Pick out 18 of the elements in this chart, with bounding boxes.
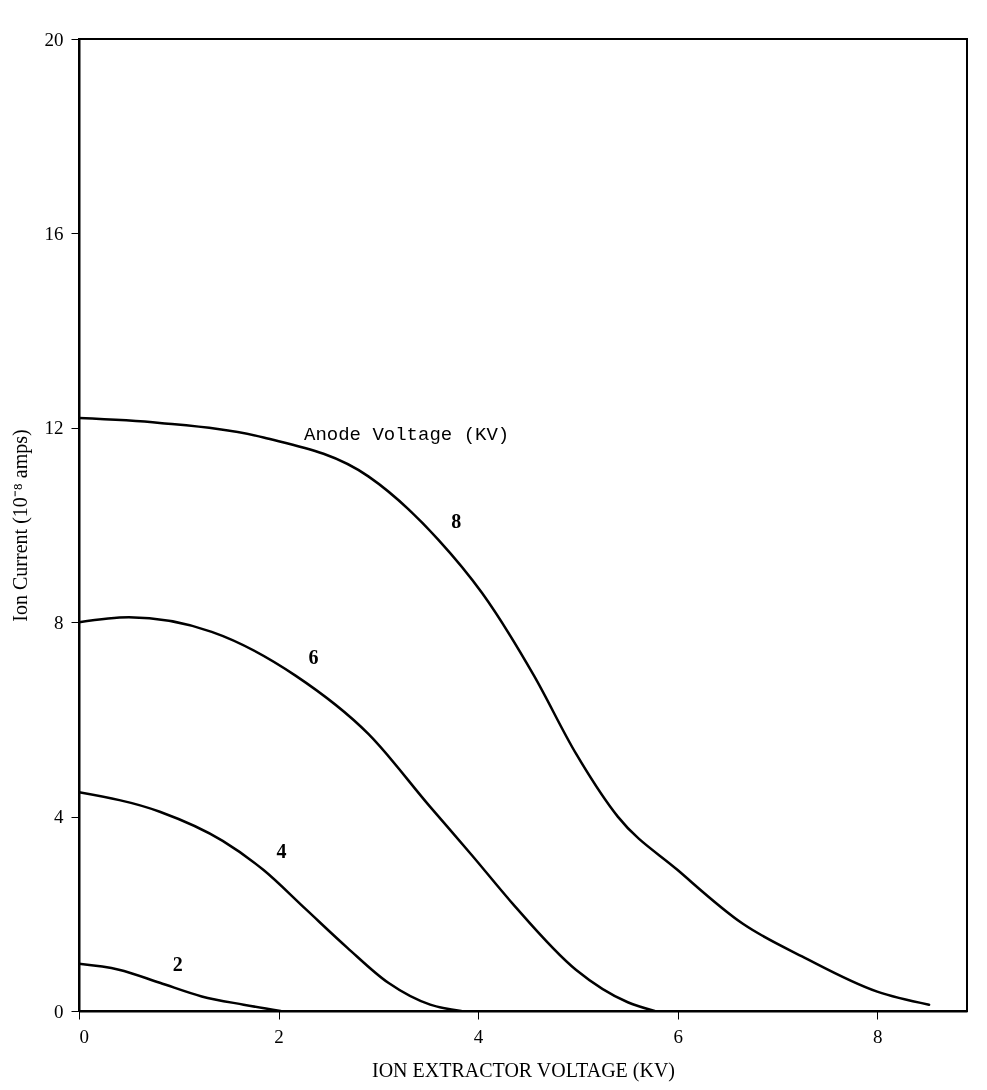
y-tick-label: 4 — [54, 806, 64, 828]
y-tick-label: 16 — [44, 222, 64, 244]
y-tick-label: 20 — [44, 28, 64, 50]
x-axis-title: ION EXTRACTOR VOLTAGE (KV) — [371, 1058, 676, 1082]
y-tick-label: 12 — [44, 417, 64, 439]
x-tick-label: 4 — [473, 1025, 484, 1047]
series-label: 2 — [172, 952, 183, 975]
y-tick-label: 0 — [54, 1000, 64, 1022]
x-tick-label: 8 — [872, 1025, 883, 1047]
series-label: 8 — [451, 509, 462, 532]
x-tick-label: 6 — [673, 1025, 683, 1047]
series-label: 6 — [308, 645, 319, 668]
annotation: Anode Voltage (KV) — [304, 424, 510, 446]
x-tick-label: 2 — [274, 1025, 284, 1047]
y-axis-title: Ion Current (10⁻⁸ amps) — [8, 429, 32, 622]
y-tick-label: 8 — [54, 611, 64, 633]
x-tick-label: 0 — [79, 1025, 89, 1047]
series-label: 4 — [276, 840, 287, 863]
